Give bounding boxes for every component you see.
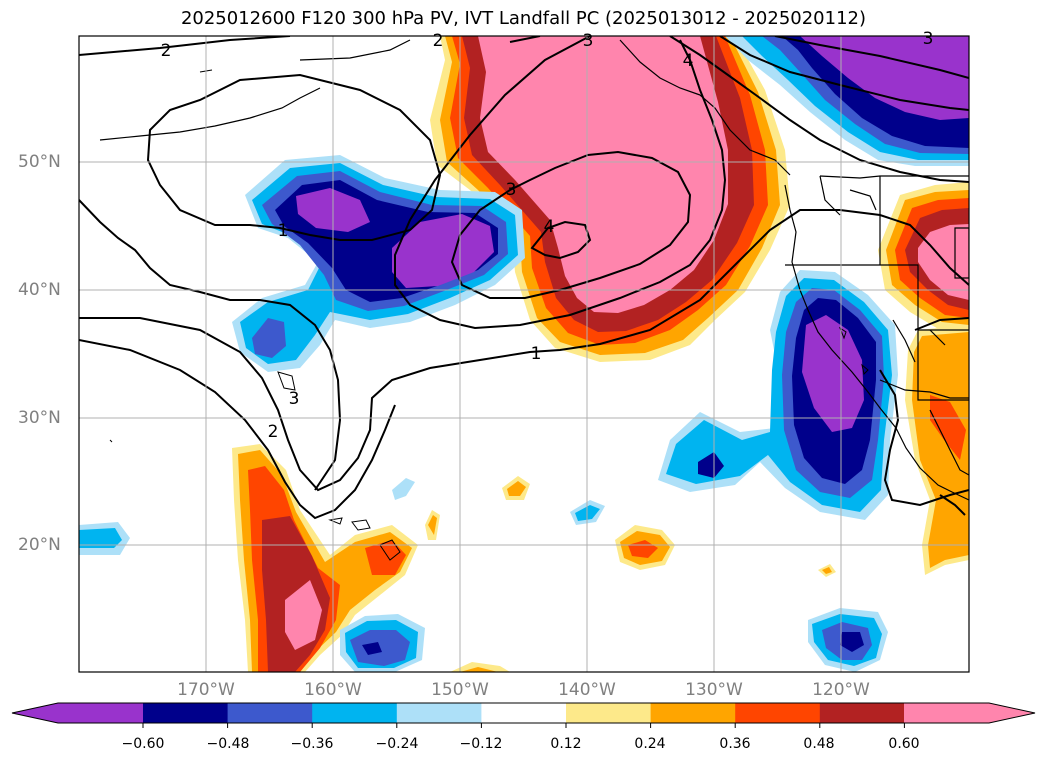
lon-label: 120°W	[812, 680, 870, 700]
ivt-pc-shading	[79, 36, 969, 672]
colorbar-tick-label: 0.24	[634, 736, 666, 752]
colorbar-tick-label: −0.48	[206, 736, 250, 752]
positive-anomaly-northeast-pacific	[430, 36, 790, 362]
colorbar-tick-label: 0.36	[719, 736, 751, 752]
negative-anomaly-baja-california	[658, 270, 898, 520]
lat-label: 50°N	[18, 152, 61, 172]
lon-label: 130°W	[685, 680, 743, 700]
colorbar-tick-label: 0.48	[803, 736, 835, 752]
small-features	[79, 476, 888, 672]
lat-label: 20°N	[18, 535, 61, 555]
map-panel: 2 1 3 4 1 3 2 3 4 3 2	[78, 29, 970, 673]
colorbar	[11, 702, 1036, 728]
colorbar-segment	[312, 703, 398, 723]
colorbar-segment	[566, 703, 652, 723]
lon-label: 170°W	[177, 680, 235, 700]
lon-label: 150°W	[431, 680, 489, 700]
colorbar-tick-label: −0.24	[375, 736, 419, 752]
colorbar-segments	[12, 703, 1035, 723]
contour-label: 4	[544, 217, 555, 237]
contour-label: 3	[289, 389, 300, 409]
contour-label: 2	[161, 41, 172, 61]
map-title: 2025012600 F120 300 hPa PV, IVT Landfall…	[180, 8, 867, 29]
contour-label: 1	[278, 221, 289, 241]
contour-label: 2	[268, 422, 279, 442]
colorbar-segment	[227, 703, 313, 723]
colorbar-outline	[11, 702, 1036, 724]
colorbar-segment	[819, 703, 905, 723]
colorbar-ticks	[142, 723, 905, 728]
colorbar-segment	[650, 703, 736, 723]
colorbar-tick-label: 0.12	[550, 736, 582, 752]
colorbar-tick-label: −0.12	[459, 736, 503, 752]
lon-label: 140°W	[558, 680, 616, 700]
contour-label: 2	[433, 31, 444, 51]
colorbar-segment	[904, 703, 1035, 723]
lat-label: 30°N	[18, 408, 61, 428]
contour-label: 3	[506, 180, 517, 200]
lon-label: 160°W	[304, 680, 362, 700]
pv-contours	[79, 36, 969, 520]
colorbar-tick-label: 0.60	[888, 736, 920, 752]
colorbar-segment	[481, 703, 567, 723]
contour-label: 3	[923, 29, 934, 49]
lat-label: 40°N	[18, 280, 61, 300]
map-frame	[78, 35, 970, 673]
negative-anomaly-gulf-alaska	[725, 36, 969, 166]
colorbar-segment	[396, 703, 482, 723]
contour-label: 4	[683, 51, 694, 71]
contour-label: 1	[531, 344, 542, 364]
colorbar-tick-label: −0.36	[290, 736, 334, 752]
positive-anomaly-southwest-us	[905, 325, 969, 575]
colorbar-segment	[143, 703, 229, 723]
colorbar-segment	[12, 703, 143, 723]
positive-anomaly-west-hawaii	[232, 444, 418, 672]
colorbar-segment	[735, 703, 821, 723]
contour-labels: 2 1 3 4 1 3 2 3 4 3 2	[161, 29, 934, 442]
colorbar-tick-label: −0.60	[121, 736, 165, 752]
negative-anomaly-central-pacific	[232, 155, 525, 372]
contour-label: 3	[583, 31, 594, 51]
islands	[109, 69, 869, 561]
gridlines	[79, 36, 969, 672]
